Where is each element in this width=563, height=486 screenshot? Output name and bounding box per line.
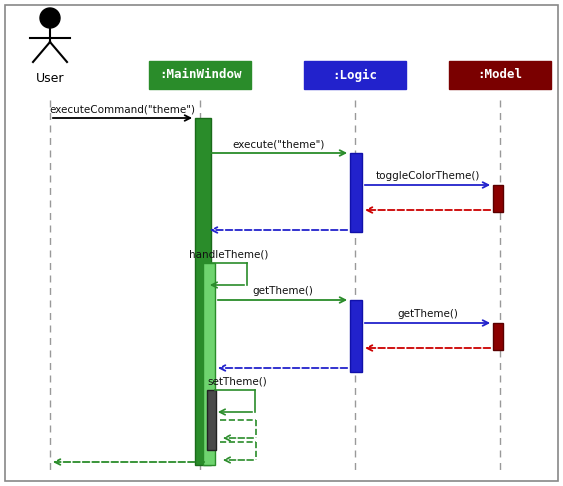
Text: execute("theme"): execute("theme") — [233, 139, 325, 149]
Text: executeCommand("theme"): executeCommand("theme") — [50, 104, 195, 114]
Bar — [493, 323, 503, 350]
Bar — [203, 263, 215, 465]
Text: :Logic: :Logic — [333, 69, 378, 82]
FancyBboxPatch shape — [149, 61, 251, 89]
FancyBboxPatch shape — [449, 61, 551, 89]
Text: handleTheme(): handleTheme() — [189, 249, 269, 259]
FancyBboxPatch shape — [304, 61, 406, 89]
Bar — [350, 153, 362, 232]
Text: getTheme(): getTheme() — [397, 309, 458, 319]
Text: :Model: :Model — [477, 69, 522, 82]
Text: User: User — [35, 71, 64, 85]
Bar — [207, 390, 216, 450]
Text: setTheme(): setTheme() — [207, 376, 267, 386]
Circle shape — [40, 8, 60, 28]
Text: toggleColorTheme(): toggleColorTheme() — [376, 171, 480, 181]
Bar — [350, 300, 362, 372]
Text: :MainWindow: :MainWindow — [159, 69, 242, 82]
Bar — [493, 185, 503, 212]
Bar — [195, 118, 211, 465]
Text: getTheme(): getTheme() — [252, 286, 313, 296]
